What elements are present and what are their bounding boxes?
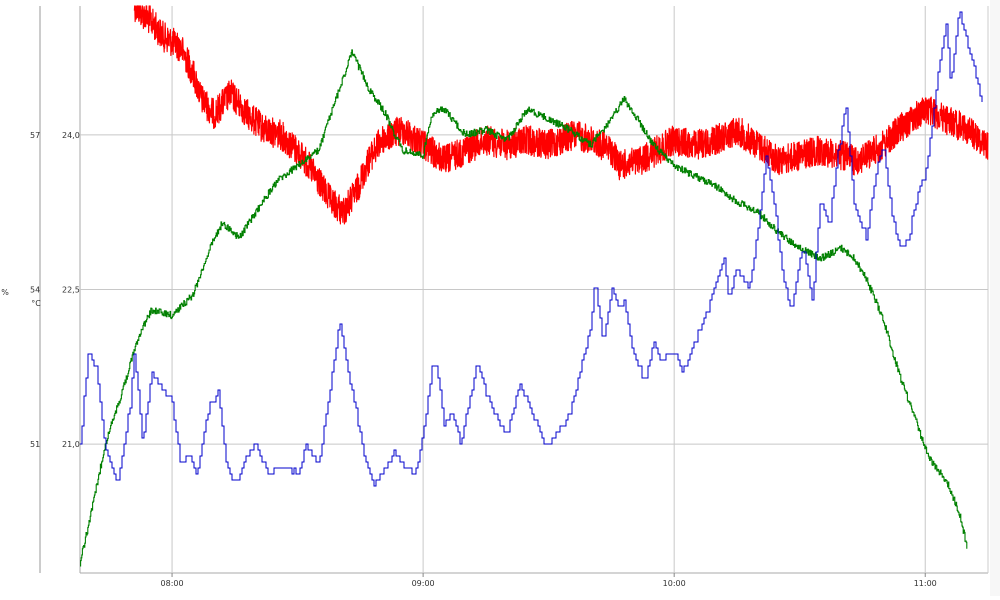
left-axis-tick-label: 51 bbox=[30, 440, 40, 449]
axes: % °C 08:00 09:00 10:00 11:00 21,0 22,5 24,0 51 5… bbox=[1, 131, 937, 588]
left-axis-unit: % bbox=[1, 288, 9, 297]
right-panel-strip bbox=[990, 0, 1000, 596]
series-line-blue bbox=[80, 11, 983, 487]
right-axis-unit: °C bbox=[31, 299, 41, 308]
x-tick-label: 08:00 bbox=[161, 579, 184, 588]
series bbox=[80, 5, 989, 567]
left-axis-tick-label: 57 bbox=[30, 131, 40, 140]
x-tick-label: 10:00 bbox=[663, 579, 686, 588]
series-line-green bbox=[80, 49, 968, 567]
right-axis-tick-label: 22,5 bbox=[62, 286, 80, 295]
right-axis-tick-label: 21,0 bbox=[62, 440, 80, 449]
x-tick-label: 11:00 bbox=[914, 579, 937, 588]
x-tick-label: 09:00 bbox=[412, 579, 435, 588]
left-axis-tick-label: 54 bbox=[30, 286, 40, 295]
grid bbox=[39, 0, 1000, 596]
right-axis-tick-label: 24,0 bbox=[62, 131, 80, 140]
series-line-red bbox=[133, 5, 989, 225]
